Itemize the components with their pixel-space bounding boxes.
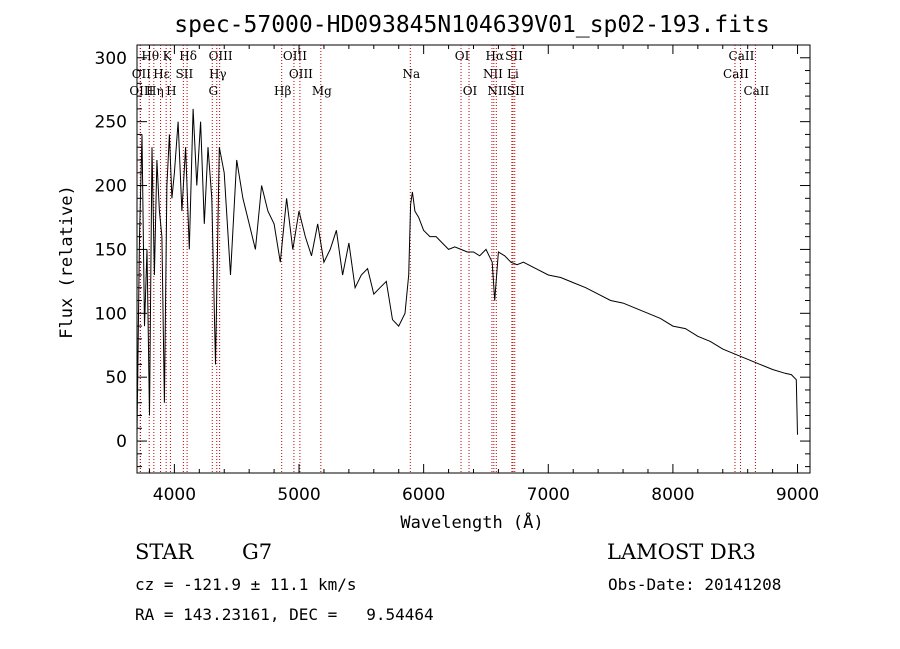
coordinates: RA = 143.23161, DEC = 9.54464 [135, 605, 434, 624]
x-tick-label: 6000 [402, 485, 445, 505]
x-axis-label: Wavelength (Å) [400, 511, 543, 533]
y-tick-label: 100 [95, 304, 127, 324]
y-tick-label: 250 [95, 113, 127, 133]
emission-line-label: Hη [146, 84, 164, 98]
x-tick-label: 7000 [527, 485, 570, 505]
emission-line-label: NII [487, 84, 507, 98]
emission-line-label: H [166, 84, 176, 98]
emission-line-label: Hθ [141, 49, 159, 63]
object-class: STAR [135, 540, 194, 564]
plot-frame [136, 44, 811, 474]
emission-line-label: OI [455, 49, 470, 63]
spectrum-line [136, 108, 798, 435]
survey-name: LAMOST DR3 [607, 540, 756, 564]
emission-line-label: OIII [129, 84, 153, 98]
object-subclass: G7 [242, 540, 273, 564]
emission-line-label: NII [483, 67, 503, 81]
chart-title: spec-57000-HD093845N104639V01_sp02-193.f… [174, 12, 769, 38]
emission-line-label: OII [132, 67, 152, 81]
y-tick-label: 200 [95, 177, 127, 197]
y-tick-label: 300 [95, 49, 127, 69]
emission-line-label: SII [505, 49, 523, 63]
emission-line-label: CaII [743, 84, 769, 98]
emission-line-label: OIII [209, 49, 233, 63]
x-tick-label: 4000 [153, 485, 196, 505]
emission-line-label: CaII [723, 67, 749, 81]
emission-line-label: Li [507, 67, 519, 81]
emission-line-label: Hα [486, 49, 505, 63]
y-tick-label: 150 [95, 240, 127, 260]
x-axis-ticks: 4000 5000 6000 7000 8000 9000 [148, 45, 819, 505]
emission-line-label: Hδ [179, 49, 197, 63]
emission-line-label: CaII [729, 49, 755, 63]
emission-line-label: SII [176, 67, 194, 81]
emission-line-label: Hγ [209, 67, 227, 81]
emission-line-label: OIII [289, 67, 313, 81]
redshift-cz: cz = -121.9 ± 11.1 km/s [135, 575, 357, 594]
emission-line-label: G [208, 84, 218, 98]
emission-line-label: OIII [283, 49, 307, 63]
y-axis-ticks: 0 50 100 150 200 250 300 [95, 49, 810, 468]
emission-line-label: K [163, 49, 173, 63]
y-tick-label: 0 [116, 432, 127, 452]
x-tick-label: 5000 [277, 485, 320, 505]
y-tick-label: 50 [105, 368, 127, 388]
emission-line-label: Mg [312, 84, 332, 98]
emission-line-label: Na [402, 67, 420, 81]
emission-line-label: Hβ [274, 84, 291, 98]
x-tick-label: 9000 [776, 485, 819, 505]
emission-line-label: OI [463, 84, 478, 98]
observation-date: Obs-Date: 20141208 [608, 575, 782, 594]
y-axis-label: Flux (relative) [57, 185, 77, 339]
emission-line-label: SII [507, 84, 525, 98]
x-tick-label: 8000 [651, 485, 694, 505]
emission-line-label: Hε [153, 67, 170, 81]
